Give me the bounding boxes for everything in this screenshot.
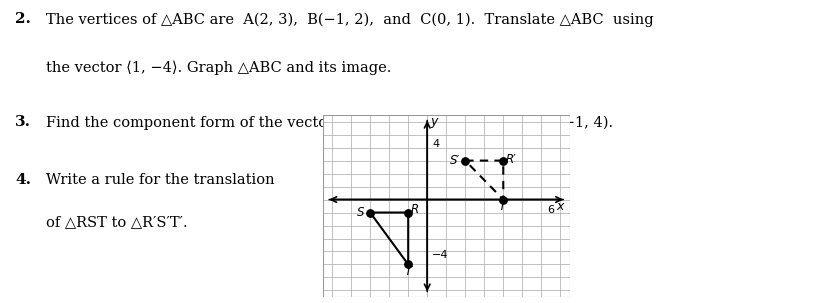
Text: 6: 6 <box>547 205 554 215</box>
Text: 2.: 2. <box>15 12 31 26</box>
Point <box>401 262 415 267</box>
Text: 4: 4 <box>432 139 439 149</box>
Text: the vector ⟨1, −4⟩. Graph △ABC and its image.: the vector ⟨1, −4⟩. Graph △ABC and its i… <box>46 61 391 75</box>
Text: R: R <box>411 203 419 216</box>
Text: R′: R′ <box>505 153 516 166</box>
Point <box>497 197 510 202</box>
Text: −4: −4 <box>432 250 448 260</box>
Text: The vertices of △ABC are  A(2, 3),  B(−1, 2),  and  C(0, 1).  Translate △ABC  us: The vertices of △ABC are A(2, 3), B(−1, … <box>46 12 654 26</box>
Text: Find the component form of the vector that translates  A(3, −2) to A′(−1, 4).: Find the component form of the vector th… <box>46 115 613 129</box>
Text: 3.: 3. <box>15 115 31 129</box>
Point <box>364 210 377 215</box>
Text: Write a rule for the translation: Write a rule for the translation <box>46 173 275 187</box>
Text: T′: T′ <box>499 200 508 212</box>
Text: T: T <box>405 265 411 278</box>
Point <box>497 158 510 163</box>
Text: 4.: 4. <box>15 173 31 187</box>
Text: y: y <box>430 115 437 128</box>
Point <box>458 158 472 163</box>
Text: of △RST to △R′S′T′.: of △RST to △R′S′T′. <box>46 215 188 229</box>
Text: S: S <box>357 206 365 219</box>
Text: x: x <box>556 200 564 212</box>
Point <box>401 210 415 215</box>
Text: S′: S′ <box>450 154 460 167</box>
